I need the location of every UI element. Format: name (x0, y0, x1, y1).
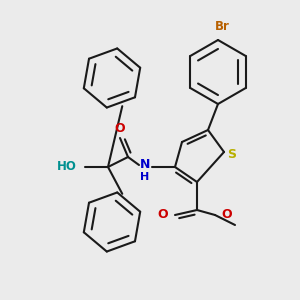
Text: H: H (140, 172, 150, 182)
Text: O: O (115, 122, 125, 134)
Text: HO: HO (57, 160, 77, 173)
Text: N: N (140, 158, 150, 172)
Text: O: O (158, 208, 168, 221)
Text: S: S (227, 148, 236, 161)
Text: O: O (222, 208, 232, 221)
Text: Br: Br (214, 20, 230, 32)
